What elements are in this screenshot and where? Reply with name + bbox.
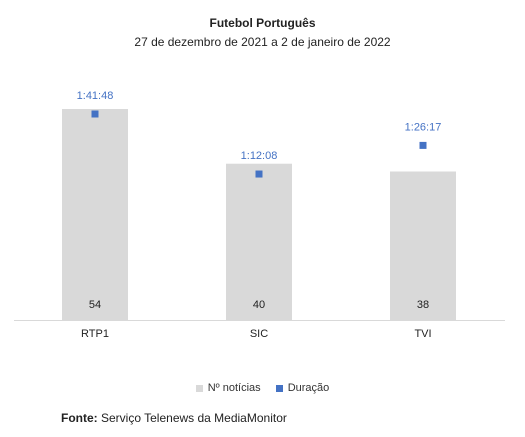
bar-tvi — [390, 171, 456, 320]
duration-point-tvi — [419, 141, 427, 149]
chart-title: Futebol Português — [209, 16, 316, 30]
duration-label-rtp1: 1:41:48 — [77, 90, 114, 102]
legend-item-duracao: Duração — [275, 382, 330, 394]
duration-label-sic: 1:12:08 — [241, 150, 278, 162]
source-text: Serviço Telenews da MediaMonitor — [101, 411, 287, 425]
bar-rtp1 — [62, 109, 128, 320]
x-tick-label-tvi: TVI — [414, 328, 431, 340]
source-label: Fonte: — [61, 411, 98, 425]
source-note: Fonte: Serviço Telenews da MediaMonitor — [61, 411, 287, 425]
x-tick-label-rtp1: RTP1 — [81, 328, 109, 340]
legend-swatch-noticias — [195, 384, 203, 392]
legend-swatch-duracao — [275, 384, 283, 392]
bar-value-label-tvi: 38 — [417, 299, 429, 311]
x-tick-label-sic: SIC — [250, 328, 268, 340]
legend-label-noticias: Nº notícias — [207, 382, 261, 394]
duration-point-sic — [255, 170, 263, 178]
bar-value-label-rtp1: 54 — [89, 299, 101, 311]
legend-label-duracao: Duração — [287, 382, 330, 394]
duration-point-rtp1 — [91, 110, 99, 118]
bar-value-label-sic: 40 — [253, 299, 265, 311]
duration-label-tvi: 1:26:17 — [405, 121, 442, 133]
chart-subtitle: 27 de dezembro de 2021 a 2 de janeiro de… — [134, 35, 391, 49]
bar-sic — [226, 163, 292, 320]
legend: Nº notícias Duração — [0, 382, 525, 395]
legend-item-noticias: Nº notícias — [195, 382, 261, 394]
